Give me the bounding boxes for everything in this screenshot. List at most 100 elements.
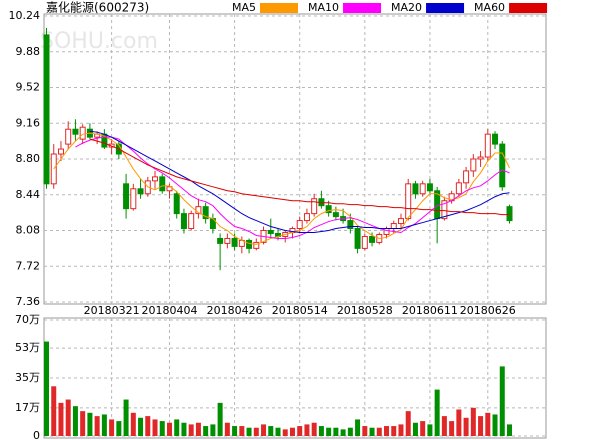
candle-body (470, 158, 477, 172)
volume-bar (166, 422, 172, 436)
x-tick-label: 20180514 (272, 304, 328, 317)
candle-body (426, 183, 433, 192)
volume-bar (485, 412, 491, 436)
volume-bar (441, 416, 447, 436)
legend-label: MA10 (308, 1, 339, 14)
x-tick-label: 20180321 (84, 304, 140, 317)
y-tick-label: 7.72 (16, 259, 41, 272)
candle-body (130, 188, 137, 210)
candle-body (152, 176, 159, 182)
volume-bar (434, 389, 440, 436)
volume-bar (333, 427, 339, 436)
y-tick-label: 7.36 (16, 295, 41, 308)
candle-body (499, 143, 506, 188)
volume-bar (130, 412, 136, 436)
watermark: SOHU.com (40, 29, 158, 54)
candle-body (224, 237, 231, 244)
y-tick-label: 9.52 (16, 81, 41, 94)
ma-line (75, 136, 510, 239)
y-tick-label: 17万 (15, 401, 40, 414)
candle-body (390, 223, 397, 230)
volume-bar (268, 426, 274, 436)
candle-body (303, 213, 310, 222)
volume-bar (159, 421, 165, 436)
volume-bar (232, 426, 238, 436)
ma-line (89, 138, 510, 216)
volume-bar (246, 427, 252, 436)
candle-body (296, 220, 303, 230)
volume-bar (210, 424, 216, 436)
candle-body (383, 228, 390, 235)
volume-bar (51, 386, 57, 436)
candle-body (253, 241, 260, 249)
x-tick-label: 20180611 (402, 304, 458, 317)
y-tick-label: 35万 (15, 371, 40, 384)
x-tick-label: 20180404 (141, 304, 197, 317)
volume-bar (289, 427, 295, 436)
ma-line (89, 130, 510, 233)
volume-bar (87, 412, 93, 436)
candle-body (477, 156, 484, 160)
volume-bar (420, 421, 426, 436)
x-tick-label: 20180426 (207, 304, 263, 317)
candle-body (455, 182, 462, 195)
volume-bar (239, 426, 245, 436)
volume-bar (203, 426, 209, 436)
volume-bar (44, 341, 49, 436)
volume-bar (65, 399, 71, 436)
candle-body (463, 170, 470, 184)
volume-bar (174, 419, 180, 436)
volume-bar (109, 419, 115, 436)
volume-bar (355, 419, 361, 436)
volume-bar (398, 424, 404, 436)
legend-label: MA60 (474, 1, 505, 14)
volume-bar (101, 414, 107, 436)
candle-body (492, 133, 499, 145)
volume-bar (427, 424, 433, 436)
volume-bar (224, 422, 230, 436)
candle-body (361, 235, 368, 249)
legend-swatch (343, 3, 382, 13)
candle-body (166, 186, 173, 192)
volume-bar (369, 427, 375, 436)
volume-bar (449, 421, 455, 436)
chart-title: 嘉化能源(600273) (46, 1, 149, 15)
candle-body (231, 237, 238, 247)
volume-bar (58, 402, 64, 436)
y-tick-label: 10.24 (9, 9, 41, 22)
y-tick-label: 8.08 (16, 224, 41, 237)
volume-bar (326, 427, 332, 436)
volume-bar (311, 422, 317, 436)
candle-body (369, 235, 376, 243)
volume-bar (275, 427, 281, 436)
y-tick-label: 8.44 (16, 188, 41, 201)
candle-body (332, 212, 339, 218)
candle-body (217, 237, 224, 244)
volume-bar (123, 399, 129, 436)
legend-label: MA5 (232, 1, 256, 14)
candle-body (72, 128, 79, 135)
volume-bar (347, 427, 353, 436)
volume-bar (470, 407, 476, 436)
candle-body (347, 220, 354, 230)
candle-body (202, 206, 209, 220)
volume-bar (384, 426, 390, 436)
legend-swatch (260, 3, 299, 13)
volume-bar (217, 402, 223, 436)
volume-bar (297, 426, 303, 436)
volume-bar (72, 406, 78, 436)
candle-body (397, 218, 404, 225)
candle-body (159, 176, 166, 192)
volume-bar (499, 366, 505, 436)
candle-body (173, 193, 180, 215)
candle-body (180, 213, 187, 230)
y-tick-label: 70万 (15, 313, 40, 326)
volume-bar (456, 409, 462, 436)
candle-body (311, 198, 318, 215)
volume-bar (362, 426, 368, 436)
volume-bar (412, 422, 418, 436)
candle-body (419, 183, 426, 195)
candle-body (354, 228, 361, 249)
volume-bar (340, 429, 346, 436)
